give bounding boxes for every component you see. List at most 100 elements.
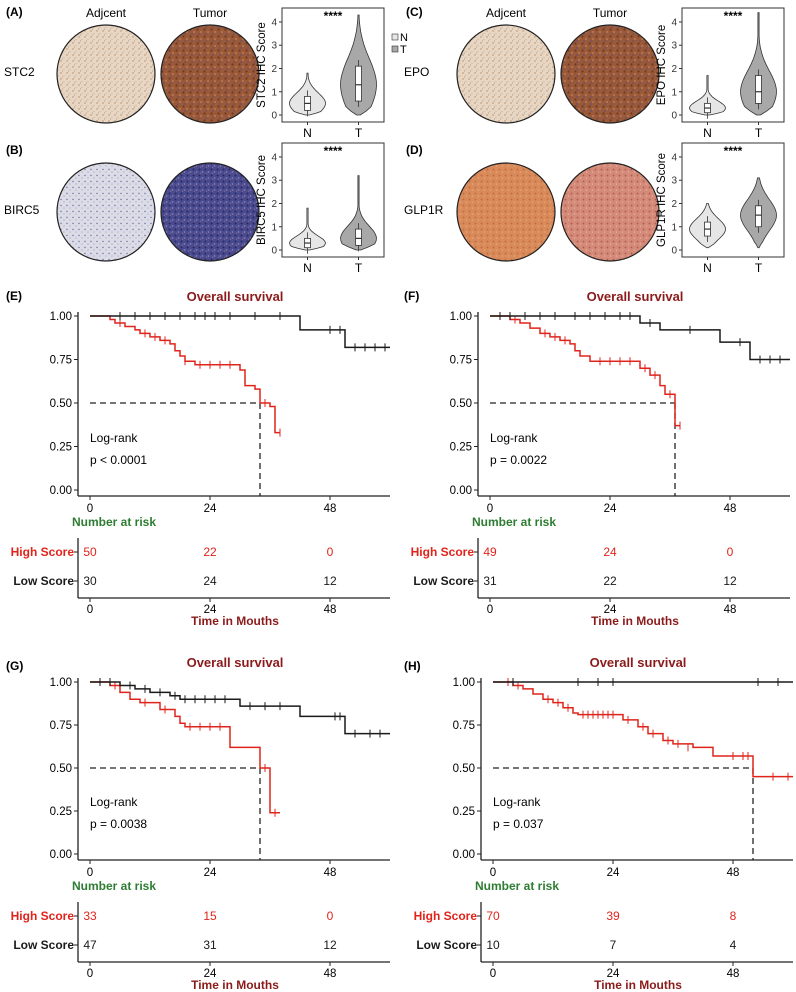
x-tick-label: 24: [204, 503, 217, 515]
legend-key-t: [391, 45, 399, 53]
y-tick-label: 0.25: [450, 442, 472, 454]
box-t: [755, 205, 762, 228]
y-axis-label: STC2 IHC Score: [256, 22, 268, 108]
km-chart-e: (E) Overall survival 0.00 0.25 0.50 0.75 1.00 0…: [6, 289, 390, 628]
x-tick-label: N: [703, 261, 712, 275]
logrank-label: Log-rank: [493, 795, 541, 809]
y-tick-label: 0.75: [50, 355, 72, 367]
y-tick-label: 2: [271, 199, 277, 210]
x-tick-label: N: [303, 261, 312, 275]
y-tick-label: 0.75: [450, 355, 472, 367]
legend-label-n: N: [400, 32, 408, 44]
risk-x-tick-label: 24: [607, 968, 620, 980]
x-axis-title: Time in Mouths: [591, 614, 679, 628]
plot-frame: [681, 7, 785, 123]
survival-curve-high-score: [90, 681, 280, 814]
chart-title: Overall survival: [187, 655, 284, 670]
legend-label-t: T: [400, 44, 407, 56]
x-axis-title: Time in Mouths: [191, 978, 279, 992]
tissue-core-tumor: [560, 24, 660, 124]
y-tick-label: 0.00: [450, 485, 472, 497]
box-t: [355, 228, 362, 246]
y-tick-label: 0.50: [453, 763, 475, 775]
plot-frame: [681, 142, 785, 258]
logrank-label: Log-rank: [90, 795, 138, 809]
column-header-tumor: Tumor: [193, 6, 227, 20]
y-tick-label: 0: [671, 246, 677, 257]
chart-title: Overall survival: [590, 655, 687, 670]
y-tick-label: 0.25: [50, 442, 72, 454]
x-tick-label: T: [755, 126, 763, 140]
risk-value-high: 39: [606, 909, 620, 923]
y-tick-label: 1: [671, 87, 677, 98]
risk-row-label-high: High Score: [11, 909, 75, 923]
y-tick-label: 3: [271, 176, 277, 187]
risk-value-low: 12: [323, 574, 337, 588]
risk-row-label-low: Low Score: [416, 938, 477, 952]
y-tick-label: 0: [671, 111, 677, 122]
risk-value-high: 0: [327, 545, 334, 559]
significance-label: ****: [724, 144, 743, 158]
panel-label: (B): [6, 143, 23, 157]
y-tick-label: 0.00: [50, 485, 72, 497]
risk-value-low: 47: [83, 938, 97, 952]
panel-label: (C): [406, 5, 423, 19]
tissue-core-adjacent: [456, 162, 556, 262]
risk-value-high: 0: [727, 545, 734, 559]
x-tick-label: 48: [324, 867, 337, 879]
panel-label: (A): [6, 5, 23, 19]
risk-value-high: 0: [327, 909, 334, 923]
y-tick-label: 0: [271, 111, 277, 122]
risk-x-tick-label: 48: [324, 604, 337, 616]
tissue-core-tumor: [560, 162, 660, 262]
y-tick-label: 1.00: [50, 677, 72, 689]
risk-value-high: 8: [730, 909, 737, 923]
y-tick-label: 4: [271, 17, 277, 28]
risk-value-low: 22: [603, 574, 617, 588]
survival-curve-low-score: [490, 315, 790, 361]
violin-t: [740, 12, 777, 116]
risk-value-high: 24: [603, 545, 617, 559]
y-tick-label: 0.75: [50, 720, 72, 732]
pvalue-label: p < 0.0001: [90, 453, 147, 467]
marker-label: STC2: [4, 65, 35, 79]
risk-x-tick-label: 48: [324, 968, 337, 980]
y-tick-label: 0: [271, 246, 277, 257]
risk-value-high: 50: [83, 545, 97, 559]
x-tick-label: T: [755, 261, 763, 275]
box-t: [355, 65, 362, 102]
risk-table: Number at risk High Score Low Score 70 10 0 39…: [414, 879, 793, 992]
x-tick-label: T: [355, 126, 363, 140]
x-tick-label: 0: [487, 503, 493, 515]
x-tick-label: 0: [490, 867, 496, 879]
risk-value-low: 12: [323, 938, 337, 952]
risk-x-tick-label: 24: [604, 604, 617, 616]
significance-label: ****: [724, 9, 743, 23]
survival-curve-low-score: [90, 315, 390, 349]
marker-label: GLP1R: [404, 203, 444, 217]
risk-value-low: 7: [610, 938, 617, 952]
y-tick-label: 3: [671, 176, 677, 187]
y-axis-label: GLP1R IHC Score: [656, 153, 668, 247]
x-tick-label: N: [303, 126, 312, 140]
x-tick-label: T: [355, 261, 363, 275]
y-tick-label: 2: [271, 64, 277, 75]
risk-row-label-high: High Score: [411, 545, 475, 559]
y-tick-label: 2: [671, 199, 677, 210]
y-tick-label: 0.25: [453, 806, 475, 818]
pvalue-label: p = 0.037: [493, 817, 544, 831]
risk-x-tick-label: 0: [87, 968, 93, 980]
y-tick-label: 0.50: [450, 398, 472, 410]
risk-x-tick-label: 0: [87, 604, 93, 616]
ihc-panel-birc5: (B) BIRC5: [4, 143, 260, 262]
y-tick-label: 1.00: [50, 311, 72, 323]
y-tick-label: 0.50: [50, 763, 72, 775]
risk-row-label-low: Low Score: [13, 574, 74, 588]
risk-x-tick-label: 0: [487, 604, 493, 616]
panel-label: (G): [6, 659, 23, 673]
risk-table: Number at risk High Score Low Score 49 31 0 24…: [411, 515, 790, 628]
